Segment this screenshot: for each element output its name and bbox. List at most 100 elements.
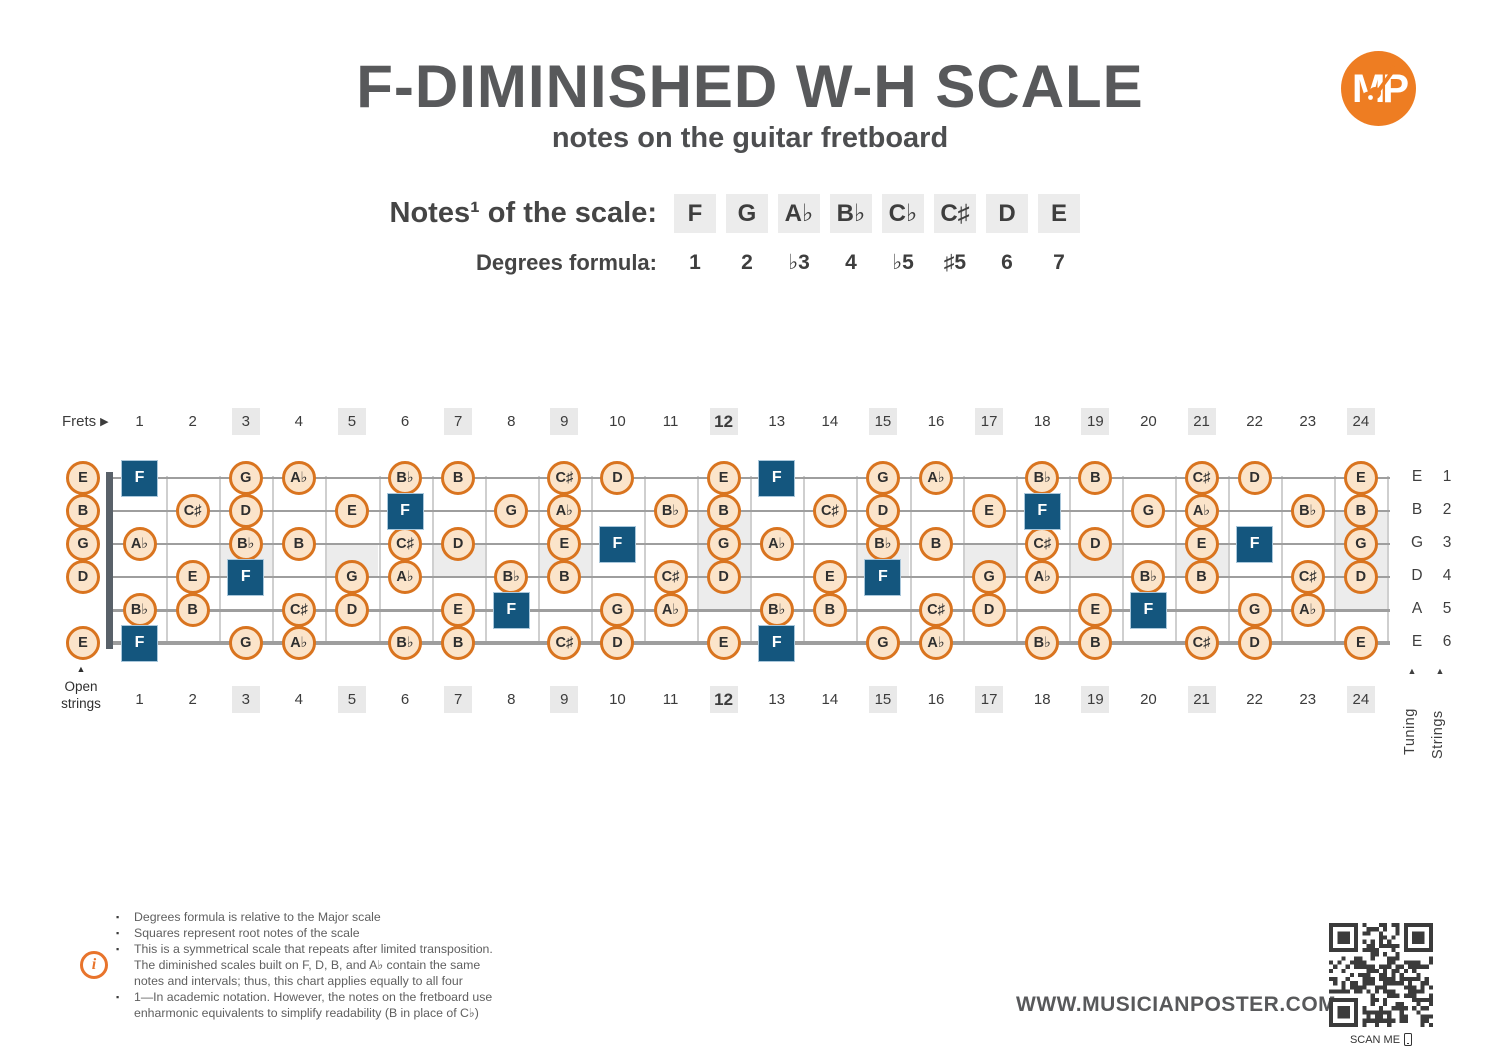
scale-note: E [1184, 527, 1219, 561]
fret-wire [644, 476, 646, 645]
scale-note: B [812, 593, 847, 627]
scale-note: D [972, 593, 1007, 627]
scale-note: B [706, 494, 741, 528]
fret-number-bottom: 4 [294, 691, 304, 708]
scale-note-box: G [726, 194, 768, 233]
scale-note: B♭ [388, 626, 423, 660]
footnote-text: Degrees formula is relative to the Major… [134, 910, 381, 924]
fret-wire [166, 476, 169, 645]
scale-note-box: A♭ [778, 194, 820, 233]
scale-note: B [919, 527, 954, 561]
scale-note: D [1343, 560, 1378, 594]
root-note: F [864, 558, 902, 596]
footnote-item: ▪ Squares represent root notes of the sca… [116, 925, 548, 941]
fret-number-bottom: 8 [507, 691, 516, 708]
footnote-item: ▪ 1—In academic notation. However, the no… [116, 989, 548, 1021]
scale-note: B♭ [1025, 461, 1060, 495]
scale-note: A♭ [281, 626, 316, 660]
scan-me-text: SCAN ME [1349, 1033, 1401, 1046]
scale-note: G [228, 626, 263, 660]
fret-wire [537, 476, 540, 645]
scale-note: E [547, 527, 582, 561]
scale-note: E [175, 560, 210, 594]
website-url: WWW.MUSICIANPOSTER.COM [1016, 993, 1337, 1016]
scale-note: D [441, 527, 476, 561]
string-number: 1 [1442, 468, 1452, 485]
fret-number-top: 3 [231, 408, 260, 435]
fret-number-bottom: 18 [1033, 691, 1051, 708]
fret-number-bottom: 24 [1346, 686, 1375, 713]
fret-number-bottom: 22 [1246, 691, 1263, 708]
scale-note: A♭ [122, 527, 157, 561]
strings-arrow-icon: ▲ [1435, 666, 1445, 676]
phone-icon [1404, 1033, 1413, 1046]
fret-number-top: 10 [609, 413, 626, 430]
tuning-letter: E [1411, 468, 1423, 485]
scale-note: B♭ [122, 593, 157, 627]
scale-note: C♯ [281, 593, 316, 627]
scale-note: B♭ [759, 593, 794, 627]
degree-value: 7 [1053, 251, 1065, 274]
fret-number-bottom: 12 [709, 686, 738, 713]
fret-number-top: 8 [507, 413, 516, 430]
scale-note: B♭ [388, 461, 423, 495]
degrees-formula-label: Degrees formula: [476, 250, 657, 275]
fret-number-bottom: 13 [768, 691, 786, 708]
fret-wire [1015, 476, 1018, 645]
scale-note: A♭ [1025, 560, 1060, 594]
scale-note: D [706, 560, 741, 594]
scale-note: G [865, 626, 900, 660]
bullet-icon: ▪ [116, 944, 120, 954]
string-number: 4 [1442, 567, 1452, 584]
scale-note: B♭ [228, 527, 263, 561]
scale-note: D [865, 494, 900, 528]
scale-note: A♭ [919, 626, 954, 660]
root-note: F [1023, 492, 1061, 530]
fret-number-top: 9 [550, 408, 579, 435]
string-number: 6 [1442, 633, 1452, 650]
scale-note: A♭ [653, 593, 688, 627]
fret-number-top: 16 [927, 413, 945, 430]
scale-note: A♭ [919, 461, 954, 495]
scale-note: B♭ [653, 494, 688, 528]
scale-note: D [1237, 626, 1272, 660]
scale-note: C♯ [812, 494, 847, 528]
scale-note: D [66, 560, 100, 594]
string-line [107, 575, 1390, 579]
fret-wire [750, 476, 753, 645]
scale-note: G [1131, 494, 1166, 528]
scale-note-box: B♭ [830, 194, 872, 233]
scale-note: D [1078, 527, 1113, 561]
scale-note: B [441, 626, 476, 660]
scale-note: B [547, 560, 582, 594]
scale-note: C♯ [547, 626, 582, 660]
string-number: 5 [1442, 600, 1452, 617]
scale-note: C♯ [388, 527, 423, 561]
scale-note: C♯ [1184, 461, 1219, 495]
fret-wire [962, 476, 965, 645]
root-note: F [121, 459, 159, 497]
fret-number-top: 5 [337, 408, 366, 435]
degree-value: 4 [845, 251, 857, 274]
fret-wire [1175, 476, 1177, 645]
info-icon: i [80, 951, 108, 979]
page-subtitle: notes on the guitar fretboard [551, 122, 949, 154]
fret-number-top: 17 [975, 408, 1004, 435]
scale-note: C♯ [1025, 527, 1060, 561]
root-note: F [492, 591, 530, 629]
scale-note: B [281, 527, 316, 561]
string-number: 3 [1442, 534, 1452, 551]
root-note: F [121, 624, 159, 662]
fret-number-bottom: 11 [662, 691, 679, 708]
fret-number-bottom: 2 [188, 691, 197, 708]
fret-number-bottom: 1 [135, 691, 144, 708]
fret-number-bottom: 21 [1187, 686, 1216, 713]
fret-number-top: 24 [1346, 408, 1375, 435]
scale-note-box: D [986, 194, 1028, 233]
scale-note-box: C♭ [882, 194, 924, 233]
nut [106, 472, 113, 649]
scale-note: D [334, 593, 369, 627]
fret-number-bottom: 15 [868, 686, 897, 713]
scale-note: B♭ [865, 527, 900, 561]
